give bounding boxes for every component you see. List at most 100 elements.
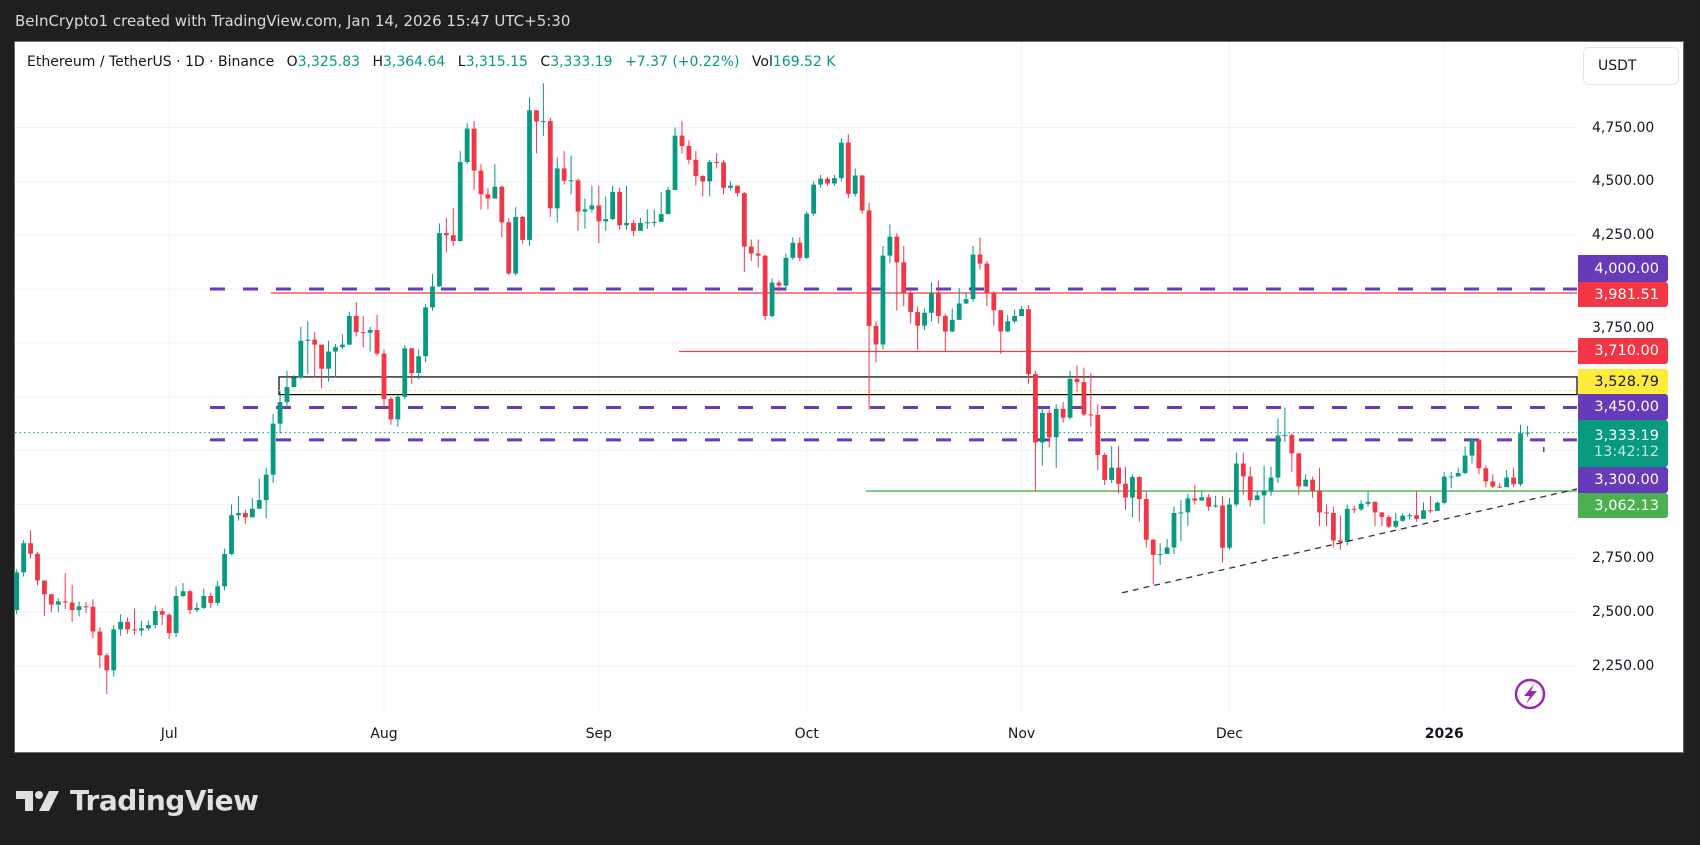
candle-body xyxy=(249,508,255,518)
candle-body xyxy=(326,351,331,369)
candle-body xyxy=(402,348,408,397)
candle xyxy=(90,599,96,638)
candle xyxy=(333,343,338,378)
candle-body xyxy=(97,631,103,656)
countdown: 13:42:12 xyxy=(1593,443,1659,460)
candle xyxy=(28,530,33,559)
candle-body xyxy=(949,319,955,332)
candle-body xyxy=(423,307,428,357)
tradingview-logo[interactable]: TradingView xyxy=(16,784,259,817)
candle-body xyxy=(1455,473,1461,477)
candle-body xyxy=(1185,498,1191,513)
candle-body xyxy=(1206,497,1212,507)
candle xyxy=(1150,538,1156,585)
candle xyxy=(561,151,567,185)
candle xyxy=(845,133,851,199)
candle xyxy=(838,138,844,182)
candle-body xyxy=(1324,512,1329,514)
candle-body xyxy=(506,222,512,274)
candle xyxy=(721,159,726,195)
candle-body xyxy=(721,162,726,188)
candle-body xyxy=(540,121,546,123)
candle-body xyxy=(132,629,137,631)
candle-body xyxy=(818,178,823,185)
candle-body xyxy=(963,299,969,304)
candle xyxy=(55,598,61,613)
candle xyxy=(644,209,650,229)
candle-body xyxy=(880,255,886,345)
candle xyxy=(707,159,713,197)
candle-body xyxy=(977,254,983,264)
price-axis-label: 4,500.00 xyxy=(1592,173,1655,190)
symbol-legend: Ethereum / TetherUS · 1D · Binance O3,32… xyxy=(27,54,836,70)
candle xyxy=(1476,438,1482,475)
candle-body xyxy=(1386,516,1392,527)
currency-button[interactable]: USDT xyxy=(1583,47,1679,85)
candle xyxy=(1206,493,1212,511)
candle xyxy=(832,174,837,186)
candle-body xyxy=(811,184,817,214)
candle xyxy=(1213,495,1218,508)
candle xyxy=(1469,438,1475,464)
candle-body xyxy=(908,293,914,313)
candle xyxy=(776,280,782,292)
candle xyxy=(499,185,505,238)
candle-body xyxy=(145,625,151,629)
candle xyxy=(1407,513,1413,520)
candle-body xyxy=(312,339,318,345)
candle xyxy=(568,155,574,195)
candle xyxy=(1227,497,1232,550)
candle-body xyxy=(360,332,366,334)
candle-body xyxy=(152,611,158,626)
candle-body xyxy=(838,142,844,179)
candle-body xyxy=(69,602,75,610)
candle-body xyxy=(1518,433,1523,485)
candle-body xyxy=(1074,378,1080,383)
candle-body xyxy=(707,161,713,182)
candle xyxy=(506,217,512,276)
candle-body xyxy=(35,553,40,581)
candle-body xyxy=(478,170,484,195)
candle xyxy=(1095,404,1101,470)
candle xyxy=(603,196,609,231)
candle xyxy=(1019,306,1024,316)
candle xyxy=(1511,467,1516,488)
candle xyxy=(547,117,553,217)
lightning-icon[interactable] xyxy=(1514,678,1546,710)
candle-body xyxy=(1317,490,1322,513)
chart-credit: BeInCrypto1 created with TradingView.com… xyxy=(15,12,571,30)
candle-body xyxy=(1109,467,1115,480)
candle-body xyxy=(208,595,214,603)
candle xyxy=(97,627,103,669)
candle xyxy=(1088,373,1094,427)
candle-body xyxy=(1504,477,1510,488)
candle-body xyxy=(1476,439,1482,469)
candle-body xyxy=(1296,453,1302,487)
candle-body xyxy=(1150,539,1156,555)
candle-body xyxy=(21,543,27,573)
candle-body xyxy=(319,344,325,369)
candle-body xyxy=(575,180,581,212)
candle xyxy=(1462,446,1468,475)
candle xyxy=(589,185,595,213)
candle xyxy=(201,588,207,609)
candle-body xyxy=(956,303,962,320)
candle-body xyxy=(201,595,207,608)
candle xyxy=(554,157,560,223)
candle xyxy=(1005,314,1011,333)
candle xyxy=(125,617,130,634)
candle-body xyxy=(748,246,754,254)
candle xyxy=(1441,472,1447,505)
candle xyxy=(450,208,456,246)
candle-body xyxy=(1254,495,1260,501)
candle-body xyxy=(603,219,609,222)
candle xyxy=(769,278,775,318)
candle xyxy=(1081,367,1087,417)
candle xyxy=(1434,501,1440,511)
candle-body xyxy=(374,329,380,354)
candle-body xyxy=(1220,505,1225,548)
candle xyxy=(755,239,761,268)
candle xyxy=(1199,491,1205,501)
candle xyxy=(1518,424,1523,487)
